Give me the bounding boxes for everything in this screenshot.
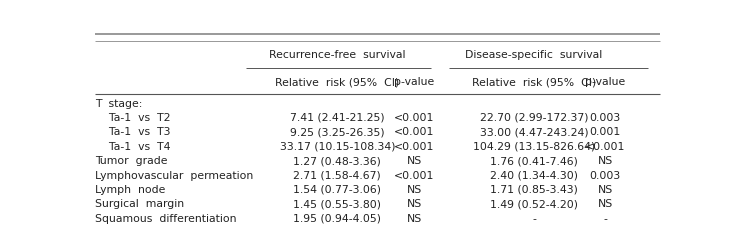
Text: T  stage:: T stage: [95, 98, 142, 108]
Text: NS: NS [407, 213, 422, 223]
Text: 33.00 (4.47-243.24): 33.00 (4.47-243.24) [480, 127, 588, 137]
Text: NS: NS [598, 156, 613, 166]
Text: 104.29 (13.15-826.64): 104.29 (13.15-826.64) [473, 141, 595, 151]
Text: Lymphovascular  permeation: Lymphovascular permeation [95, 170, 253, 180]
Text: <0.001: <0.001 [394, 112, 434, 122]
Text: 0.003: 0.003 [590, 170, 621, 180]
Text: 1.71 (0.85-3.43): 1.71 (0.85-3.43) [490, 184, 578, 194]
Text: 33.17 (10.15-108.34): 33.17 (10.15-108.34) [280, 141, 395, 151]
Text: Recurrence-free  survival: Recurrence-free survival [269, 50, 406, 60]
Text: -: - [532, 213, 536, 223]
Text: 1.76 (0.41-7.46): 1.76 (0.41-7.46) [490, 156, 578, 166]
Text: Relative  risk (95%  CI): Relative risk (95% CI) [472, 77, 596, 87]
Text: NS: NS [598, 198, 613, 208]
Text: <0.001: <0.001 [394, 141, 434, 151]
Text: 1.27 (0.48-3.36): 1.27 (0.48-3.36) [294, 156, 381, 166]
Text: -: - [604, 213, 607, 223]
Text: 9.25 (3.25-26.35): 9.25 (3.25-26.35) [290, 127, 385, 137]
Text: 1.49 (0.52-4.20): 1.49 (0.52-4.20) [490, 198, 578, 208]
Text: 2.71 (1.58-4.67): 2.71 (1.58-4.67) [294, 170, 381, 180]
Text: NS: NS [407, 198, 422, 208]
Text: NS: NS [407, 156, 422, 166]
Text: Tumor  grade: Tumor grade [95, 156, 167, 166]
Text: 1.54 (0.77-3.06): 1.54 (0.77-3.06) [293, 184, 381, 194]
Text: Ta-1  vs  T2: Ta-1 vs T2 [95, 112, 170, 122]
Text: 2.40 (1.34-4.30): 2.40 (1.34-4.30) [490, 170, 578, 180]
Text: Disease-specific  survival: Disease-specific survival [465, 50, 603, 60]
Text: Squamous  differentiation: Squamous differentiation [95, 213, 236, 223]
Text: Lymph  node: Lymph node [95, 184, 165, 194]
Text: <0.001: <0.001 [394, 127, 434, 137]
Text: NS: NS [407, 184, 422, 194]
Text: NS: NS [598, 184, 613, 194]
Text: p-value: p-value [585, 77, 626, 87]
Text: 7.41 (2.41-21.25): 7.41 (2.41-21.25) [290, 112, 385, 122]
Text: p-value: p-value [394, 77, 434, 87]
Text: 1.45 (0.55-3.80): 1.45 (0.55-3.80) [293, 198, 381, 208]
Text: 22.70 (2.99-172.37): 22.70 (2.99-172.37) [480, 112, 588, 122]
Text: <0.001: <0.001 [585, 141, 626, 151]
Text: <0.001: <0.001 [394, 170, 434, 180]
Text: Relative  risk (95%  CI): Relative risk (95% CI) [275, 77, 400, 87]
Text: Surgical  margin: Surgical margin [95, 198, 184, 208]
Text: Ta-1  vs  T4: Ta-1 vs T4 [95, 141, 170, 151]
Text: 0.001: 0.001 [590, 127, 621, 137]
Text: Ta-1  vs  T3: Ta-1 vs T3 [95, 127, 170, 137]
Text: 1.95 (0.94-4.05): 1.95 (0.94-4.05) [293, 213, 381, 223]
Text: 0.003: 0.003 [590, 112, 621, 122]
